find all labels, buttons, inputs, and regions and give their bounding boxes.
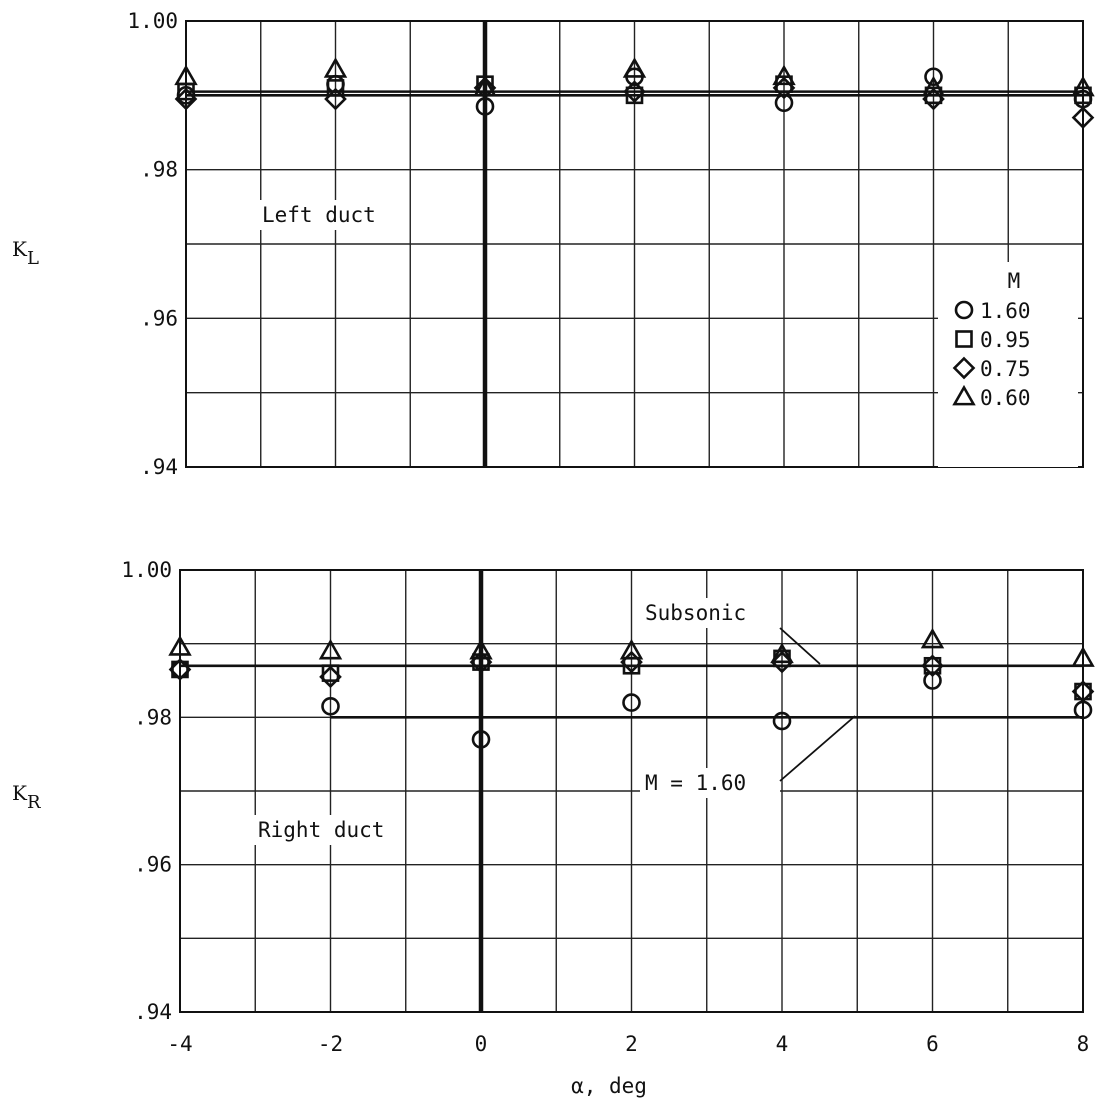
x-tick-label: 0 (475, 1032, 488, 1056)
x-tick-label: 2 (625, 1032, 638, 1056)
data-point-triangle (622, 57, 647, 78)
plot-frame (179, 569, 1084, 1013)
data-point-triangle (469, 638, 493, 660)
series-triangle (168, 627, 1095, 667)
data-point-triangle (921, 75, 946, 97)
data-point-diamond (319, 665, 342, 689)
data-point-diamond (1071, 106, 1095, 129)
y-axis-label: KL (12, 237, 39, 269)
x-tick-label: 6 (926, 1032, 939, 1056)
y-tick-label: 1.00 (121, 558, 172, 582)
data-point-diamond (921, 654, 944, 678)
data-point-diamond (623, 80, 646, 103)
legend-entry-label: 0.60 (980, 386, 1031, 410)
data-point-triangle (1071, 646, 1095, 667)
x-tick-label: -2 (318, 1032, 343, 1056)
legend-marker-triangle (952, 384, 976, 406)
x-tick-label: 8 (1077, 1032, 1090, 1056)
fairing-label: Subsonic (645, 601, 746, 625)
data-point-diamond (168, 658, 192, 681)
data-point-circle (622, 693, 641, 712)
legend-marker-circle (954, 300, 974, 320)
series-triangle (174, 57, 1095, 97)
panel-right: .94 .96 .98 1.00 -4 -2 0 2 4 6 8 α, deg KR Right duct… (12, 558, 1095, 1098)
data-point-square (171, 660, 189, 679)
data-point-diamond (174, 87, 198, 111)
legend-title: M (1008, 269, 1021, 293)
panel-left: .94 .96 .98 1.00 KL Left duct M 1.60 0.95 0.75 0.6… (12, 9, 1095, 479)
y-tick-label: .98 (140, 158, 178, 182)
legend-entry-label: 0.75 (980, 357, 1031, 381)
x-axis-title: α, deg (571, 1074, 647, 1098)
data-point-triangle (473, 75, 497, 97)
duct-annotation: Left duct (262, 203, 376, 227)
y-tick-label: .94 (134, 1000, 172, 1024)
leader-line (779, 715, 856, 782)
data-point-circle (471, 730, 491, 749)
data-point-triangle (920, 627, 945, 649)
y-tick-label: .96 (140, 306, 178, 330)
data-point-triangle (772, 64, 796, 86)
data-point-triangle (168, 635, 192, 656)
y-tick-label: .96 (134, 853, 172, 877)
data-point-triangle (174, 64, 198, 86)
legend: M 1.60 0.95 0.75 0.60 (938, 262, 1078, 467)
annotation-bg (254, 815, 400, 845)
fairing-label-bg (640, 598, 778, 628)
data-point-diamond (1071, 680, 1095, 703)
y-tick-label: .98 (134, 705, 172, 729)
plot-frame (185, 20, 1084, 468)
data-point-triangle (619, 638, 644, 660)
data-point-square (472, 653, 490, 671)
legend-entry-label: 1.60 (980, 299, 1031, 323)
data-point-triangle (1071, 75, 1095, 97)
data-point-circle (321, 696, 340, 716)
data-point-circle (774, 93, 794, 113)
data-point-triangle (770, 642, 794, 664)
data-point-circle (772, 711, 792, 731)
data-point-triangle (323, 57, 348, 78)
fairing-label: M = 1.60 (645, 771, 746, 795)
data-point-circle (924, 67, 943, 87)
legend-marker-square (955, 330, 973, 348)
annotation-bg (258, 200, 404, 230)
data-point-square (923, 656, 942, 675)
y-tick-label: 1.00 (127, 9, 178, 33)
x-tick-label: 4 (776, 1032, 789, 1056)
data-point-diamond (473, 76, 497, 100)
grid (180, 570, 1083, 1012)
leader-line (779, 627, 821, 665)
data-point-diamond (324, 87, 347, 111)
x-tick-label: -4 (167, 1032, 192, 1056)
y-tick-label: .94 (140, 455, 178, 479)
legend-bg (938, 262, 1078, 467)
y-axis-label: KR (12, 781, 41, 813)
legend-entry-label: 0.95 (980, 328, 1031, 352)
data-point-triangle (318, 638, 343, 660)
data-point-square (1074, 682, 1092, 701)
fairing-label-bg (640, 768, 780, 798)
legend-marker-diamond (952, 356, 976, 380)
data-point-square (326, 79, 345, 97)
duct-annotation: Right duct (258, 818, 384, 842)
